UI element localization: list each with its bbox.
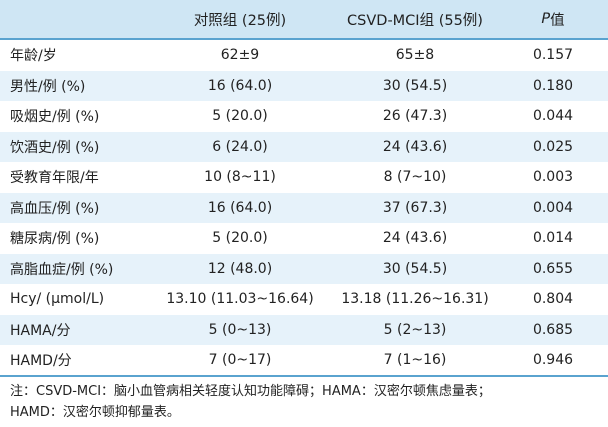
table-row: 高脂血症/例 (%) 12 (48.0) 30 (54.5) 0.655 [0,253,608,284]
table-cell-row-label: 高血压/例 (%) [10,200,100,217]
header-cell-csvd-mci: CSVD-MCI组 (55例) [347,12,483,29]
table-cell-csvd-mci-value: 5 (2~13) [383,321,447,338]
table-cell-row-label: HAMA/分 [10,322,71,339]
table-cell-p-value: 0.655 [532,260,574,277]
table-cell-p-value: 0.004 [532,199,574,216]
table-row: HAMA/分 5 (0~13) 5 (2~13) 0.685 [0,314,608,345]
table-row: 受教育年限/年 10 (8~11) 8 (7~10) 0.003 [0,162,608,193]
header-cell-control: 对照组 (25例) [193,12,287,29]
footnote-line-1: 注：CSVD-MCI：脑小血管病相关轻度认知功能障碍；HAMA：汉密尔顿焦虑量表… [10,384,491,399]
table-cell-row-label: 男性/例 (%) [10,78,86,95]
footnote-line-2: HAMD：汉密尔顿抑郁量表。 [10,405,180,420]
table-cell-csvd-mci-value: 30 (54.5) [382,77,448,94]
table-cell-row-label: Hcy/ (μmol/L) [10,291,105,308]
table-cell-control-value: 5 (20.0) [212,230,268,247]
table-row: 男性/例 (%) 16 (64.0) 30 (54.5) 0.180 [0,70,608,101]
table-cell-row-label: 饮酒史/例 (%) [10,139,100,156]
table-cell-control-value: 7 (0~17) [208,352,272,369]
table-cell-row-label: HAMD/分 [10,353,72,370]
table-cell-control-value: 12 (48.0) [207,260,273,277]
table-cell-csvd-mci-value: 8 (7~10) [383,169,447,186]
table-cell-p-value: 0.685 [532,321,574,338]
table-cell-control-value: 13.10 (11.03~16.64) [166,291,314,308]
table-cell-p-value: 0.180 [532,77,574,94]
table-row: 高血压/例 (%) 16 (64.0) 37 (67.3) 0.004 [0,192,608,223]
table-cell-control-value: 16 (64.0) [207,77,273,94]
table-cell-csvd-mci-value: 65±8 [395,47,435,64]
table-cell-control-value: 10 (8~11) [204,169,276,186]
table-cell-p-value: 0.044 [532,108,574,125]
table-cell-control-value: 62±9 [220,47,260,64]
table-cell-csvd-mci-value: 30 (54.5) [382,260,448,277]
table-row: Hcy/ (μmol/L) 13.10 (11.03~16.64) 13.18 (1… [0,284,608,315]
table-bottom-rule [0,375,608,377]
table-cell-csvd-mci-value: 24 (43.6) [382,138,448,155]
table-cell-p-value: 0.014 [532,230,574,247]
table-cell-p-value: 0.804 [532,291,574,308]
table-cell-p-value: 0.003 [532,169,574,186]
table-cell-row-label: 吸烟史/例 (%) [10,109,100,126]
table-cell-control-value: 5 (0~13) [208,321,272,338]
table-cell-control-value: 5 (20.0) [212,108,268,125]
table-row: 年龄/岁 62±9 65±8 0.157 [0,40,608,71]
table-cell-csvd-mci-value: 24 (43.6) [382,230,448,247]
table-cell-row-label: 受教育年限/年 [10,170,99,187]
table-row: 吸烟史/例 (%) 5 (20.0) 26 (47.3) 0.044 [0,101,608,132]
table-row: 糖尿病/例 (%) 5 (20.0) 24 (43.6) 0.014 [0,223,608,254]
table-cell-control-value: 6 (24.0) [212,138,268,155]
table-cell-p-value: 0.946 [532,352,574,369]
table-cell-row-label: 高脂血症/例 (%) [10,261,114,278]
header-cell-label [10,0,160,38]
header-p-symbol: P [541,11,551,27]
table-cell-control-value: 16 (64.0) [207,199,273,216]
table-cell-csvd-mci-value: 26 (47.3) [382,108,448,125]
table-cell-p-value: 0.157 [532,47,574,64]
header-p-suffix: 值 [550,12,565,29]
table-footnote: 注：CSVD-MCI：脑小血管病相关轻度认知功能障碍；HAMA：汉密尔顿焦虑量表… [10,381,602,423]
table-cell-csvd-mci-value: 37 (67.3) [382,199,448,216]
table-cell-row-label: 年龄/岁 [10,48,57,65]
table-cell-csvd-mci-value: 13.18 (11.26~16.31) [341,291,489,308]
table-cell-p-value: 0.025 [532,138,574,155]
table-row: HAMD/分 7 (0~17) 7 (1~16) 0.946 [0,345,608,376]
table-cell-row-label: 糖尿病/例 (%) [10,231,100,248]
table-cell-csvd-mci-value: 7 (1~16) [383,352,447,369]
table-row: 饮酒史/例 (%) 6 (24.0) 24 (43.6) 0.025 [0,131,608,162]
